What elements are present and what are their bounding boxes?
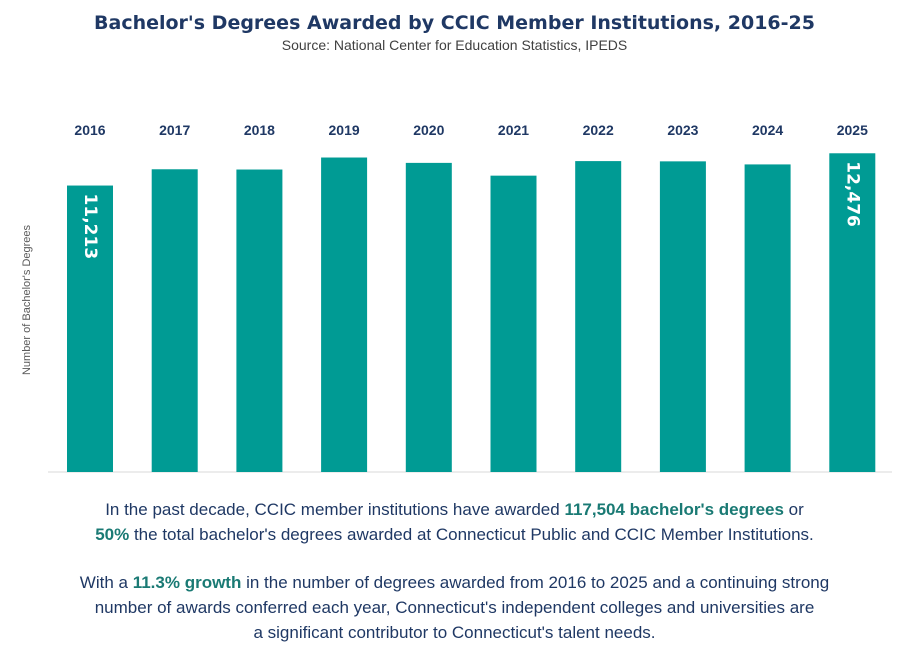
chart-title: Bachelor's Degrees Awarded by CCIC Membe… (94, 12, 815, 34)
category-label-2024: 2024 (752, 122, 783, 138)
bar-2023 (659, 161, 706, 472)
category-label-2023: 2023 (667, 122, 698, 138)
category-label-2021: 2021 (498, 122, 529, 138)
data-label-2025: 12,476 (842, 161, 862, 227)
summary-paragraph-1: In the past decade, CCIC member institut… (0, 497, 909, 547)
p1-highlight-percent: 50% (95, 525, 130, 544)
p1-text-a: In the past decade, CCIC member institut… (105, 500, 565, 519)
p2-highlight-growth: 11.3% growth (132, 573, 242, 592)
bar-2025 (829, 153, 876, 472)
category-label-2025: 2025 (837, 122, 868, 138)
p2-text-d: number of awards conferred each year, Co… (94, 598, 815, 617)
p1-text-e: the total bachelor's degrees awarded at … (129, 525, 814, 544)
category-label-2020: 2020 (413, 122, 444, 138)
bar-chart: 2016 11,213 2017 2018 2019 2020 2021 2022 2023 20… (48, 122, 892, 473)
bar-2021 (490, 175, 537, 472)
summary-paragraph-2: With a 11.3% growth in the number of deg… (0, 570, 909, 645)
bar-2018 (236, 169, 283, 472)
category-label-2022: 2022 (583, 122, 614, 138)
p1-text-c: or (783, 500, 804, 519)
bar-2020 (405, 162, 452, 472)
category-label-2018: 2018 (244, 122, 275, 138)
bar-2022 (575, 161, 622, 472)
data-label-2016: 11,213 (80, 194, 100, 260)
p2-text-e: a significant contributor to Connecticut… (253, 623, 656, 642)
p2-text-c: in the number of degrees awarded from 20… (241, 573, 830, 592)
bar-2019 (321, 157, 368, 472)
category-label-2016: 2016 (74, 122, 105, 138)
chart-subtitle: Source: National Center for Education St… (281, 37, 628, 53)
p2-text-a: With a (79, 573, 133, 592)
bar-2024 (744, 164, 791, 472)
bar-2016 (67, 185, 113, 472)
category-label-2019: 2019 (329, 122, 360, 138)
category-label-2017: 2017 (159, 122, 190, 138)
bar-2017 (151, 169, 198, 472)
p1-highlight-degrees: 117,504 bachelor's degrees (564, 500, 784, 519)
